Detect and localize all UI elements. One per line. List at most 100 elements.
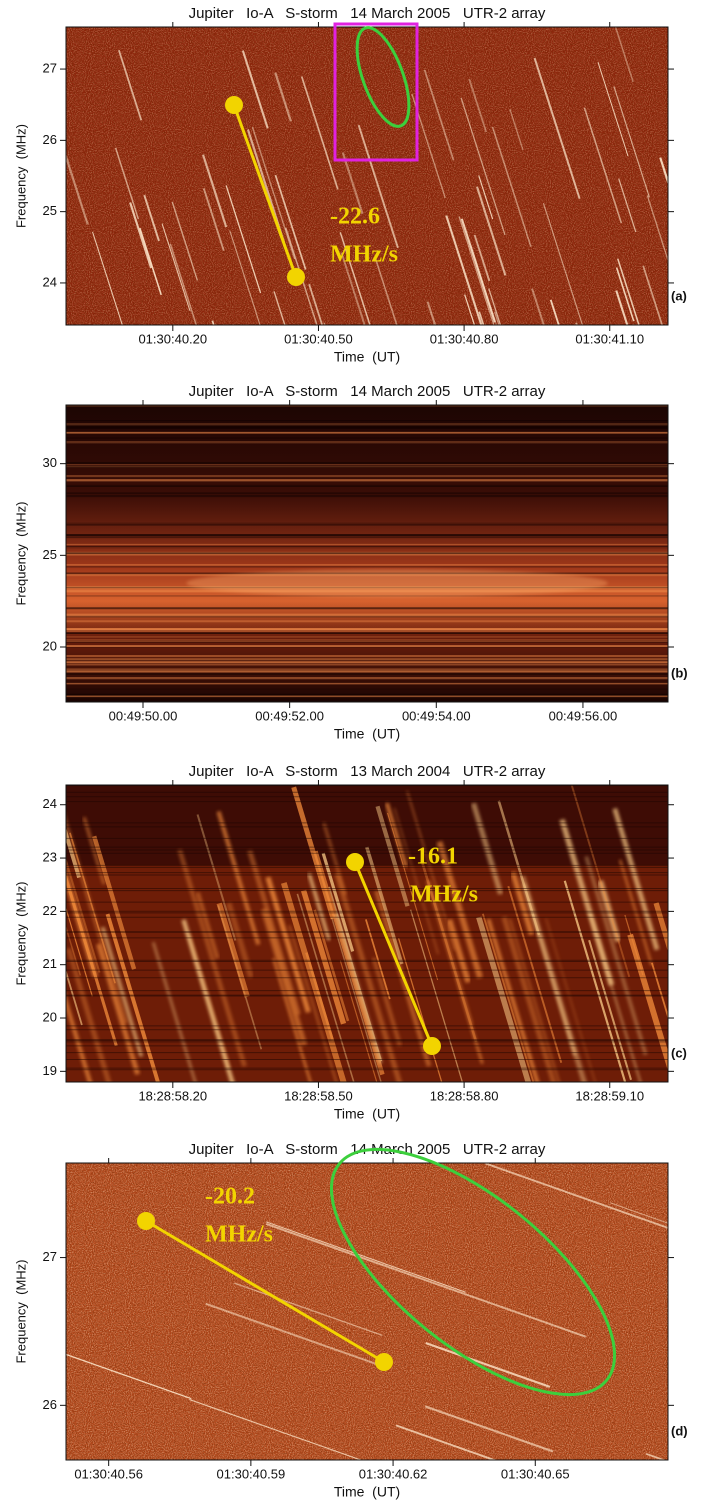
streak (545, 918, 596, 1082)
streak (92, 835, 137, 970)
spectrogram (66, 1163, 668, 1460)
y-axis-label: Frequency (MHz) (13, 124, 28, 228)
streak (584, 855, 648, 1056)
streak (570, 785, 631, 978)
streak (92, 231, 123, 325)
panel: Jupiter Io-A S-storm 14 March 2005 UTR-2… (6, 5, 687, 373)
streak (9, 29, 36, 114)
highlight-ellipse (355, 26, 411, 128)
streak (485, 1163, 668, 1229)
streak (216, 810, 261, 946)
x-tick-label: 01:30:40.56 (74, 1466, 143, 1481)
drift-rate: -16.1 (408, 844, 458, 870)
spectrogram (66, 405, 668, 702)
chart-title: Jupiter Io-A S-storm 13 March 2004 UTR-2… (189, 763, 546, 780)
y-tick-label: 23 (43, 849, 57, 864)
streak (6, 301, 29, 373)
streak (659, 157, 668, 186)
streak (613, 86, 650, 198)
streak (425, 1342, 551, 1388)
streak (189, 1398, 363, 1460)
streak (66, 864, 97, 969)
streak (82, 816, 106, 885)
x-axis-label: Time (UT) (334, 1106, 400, 1122)
streak (583, 107, 623, 224)
streak (66, 968, 83, 1026)
streak (651, 962, 668, 1020)
streak (234, 1282, 383, 1336)
y-axis-label: Frequency (MHz) (13, 1259, 28, 1363)
x-axis-label: Time (UT) (334, 349, 400, 365)
streak (265, 1223, 587, 1338)
y-tick-label: 22 (43, 903, 57, 918)
drift-unit: MHz/s (330, 242, 398, 268)
x-tick-label: 00:49:50.00 (109, 708, 178, 723)
streak (588, 939, 632, 1081)
x-tick-label: 00:49:52.00 (255, 708, 324, 723)
streak (371, 957, 402, 1047)
streak (105, 913, 160, 1082)
streak (66, 924, 82, 976)
streak (436, 840, 484, 979)
streak (196, 814, 237, 941)
streak (66, 152, 89, 225)
streak (365, 846, 404, 965)
streak (384, 802, 408, 868)
streak (387, 812, 439, 981)
drift-point (346, 853, 364, 871)
streak (225, 902, 254, 979)
streak (409, 909, 463, 1082)
streak (614, 27, 634, 83)
streak (482, 913, 535, 1082)
streak (205, 1302, 389, 1370)
streak (395, 1424, 497, 1460)
streak (118, 49, 143, 121)
drift-point (423, 1037, 441, 1055)
panel-label: (a) (671, 288, 687, 303)
x-tick-label: 18:28:58.50 (284, 1088, 353, 1103)
drift-point (137, 1212, 155, 1230)
chart-title: Jupiter Io-A S-storm 14 March 2005 UTR-2… (189, 5, 546, 22)
plot-frame (65, 784, 669, 1083)
streak (531, 288, 545, 325)
streak (509, 108, 524, 151)
streak (476, 186, 507, 276)
streak (265, 1221, 466, 1293)
x-tick-label: 00:49:56.00 (549, 708, 618, 723)
streak (488, 288, 502, 325)
streak (216, 902, 250, 998)
streak (129, 202, 153, 269)
streak (161, 223, 191, 311)
drift-point (287, 268, 305, 286)
streak (288, 925, 337, 1082)
streak (66, 857, 101, 973)
streak (426, 301, 437, 325)
x-tick-label: 01:30:41.10 (575, 331, 644, 346)
drift-unit: MHz/s (410, 882, 478, 908)
streak (274, 174, 307, 270)
y-axis-label: Frequency (MHz) (13, 501, 28, 605)
streak (667, 1458, 668, 1459)
streak (646, 195, 668, 263)
y-tick-label: 25 (43, 203, 57, 218)
x-tick-label: 18:28:59.10 (575, 1088, 644, 1103)
streak (265, 876, 311, 1013)
streak (491, 126, 532, 247)
streak (446, 918, 471, 984)
y-tick-label: 27 (43, 1249, 57, 1264)
streak (274, 72, 292, 122)
x-tick-label: 18:28:58.80 (430, 1088, 499, 1103)
streak (171, 201, 199, 281)
streak (308, 283, 324, 325)
streak (510, 871, 535, 936)
streak (66, 872, 118, 1047)
y-tick-label: 30 (43, 455, 57, 470)
streak (618, 178, 637, 233)
streak (331, 917, 382, 1082)
x-tick-label: 01:30:40.80 (430, 331, 499, 346)
drift-point (225, 96, 243, 114)
y-tick-label: 20 (43, 1009, 57, 1024)
streak (202, 154, 228, 228)
streak (285, 227, 318, 325)
streak (549, 299, 560, 325)
